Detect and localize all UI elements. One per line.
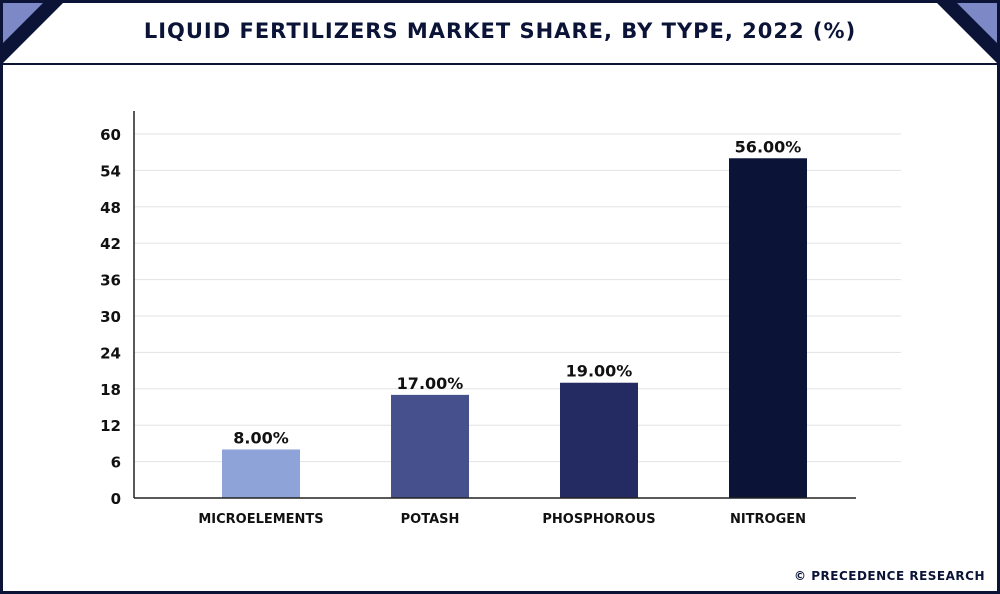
y-tick-label: 30 [100,308,121,326]
x-tick-label: NITROGEN [730,512,806,527]
y-tick-label: 60 [100,126,121,144]
x-tick-label: MICROELEMENTS [198,512,323,527]
data-label: 17.00% [397,374,464,393]
y-tick-label: 18 [100,381,121,399]
y-tick-label: 0 [111,490,121,508]
y-tick-label: 54 [100,162,121,180]
bars: 8.00% 17.00% 19.00% 56.00% [222,137,807,498]
bar-chart: 8.00% 17.00% 19.00% 56.00% 0 6 12 18 24 30 36 42 48… [100,111,901,527]
chart-title: LIQUID FERTILIZERS MARKET SHARE, BY TYPE… [143,19,857,43]
y-tick-label: 12 [100,417,121,435]
bar [391,394,469,498]
data-label: 56.00% [735,137,802,156]
y-tick-label: 42 [100,235,121,253]
y-tick-label: 48 [100,199,121,217]
y-tick-label: 24 [100,344,121,362]
axes: 0 6 12 18 24 30 36 42 48 54 60 MICROELEMENTS POTASH P… [100,111,856,527]
y-tick-label: 36 [100,272,121,290]
data-label: 8.00% [233,428,289,447]
data-label: 19.00% [566,362,633,381]
corner-decoration-left-inner [3,3,43,43]
corner-decoration-right-inner [957,3,997,43]
bar [729,158,807,498]
source-credit: © PRECEDENCE RESEARCH [794,569,985,583]
bar [560,382,638,498]
title-banner: LIQUID FERTILIZERS MARKET SHARE, BY TYPE… [3,3,997,65]
x-tick-label: POTASH [401,512,460,527]
y-tick-label: 6 [111,454,121,472]
x-tick-label: PHOSPHOROUS [542,512,655,527]
bar [222,449,300,498]
